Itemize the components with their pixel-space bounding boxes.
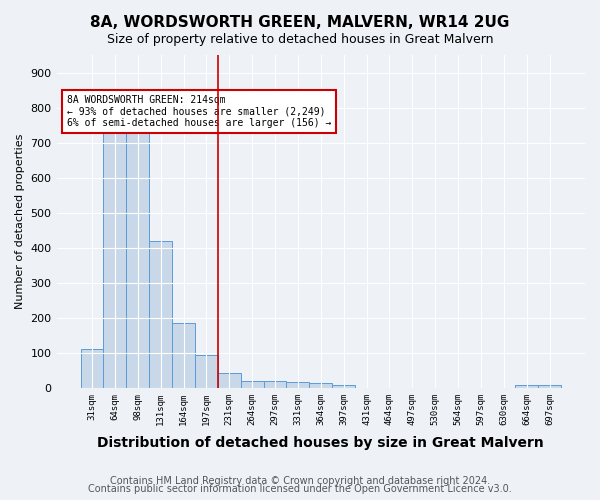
Bar bbox=[149, 240, 172, 388]
Bar bbox=[127, 127, 149, 388]
Bar bbox=[241, 381, 263, 388]
Bar bbox=[103, 128, 127, 388]
Bar bbox=[286, 382, 310, 388]
Bar bbox=[515, 385, 538, 388]
Text: Contains public sector information licensed under the Open Government Licence v3: Contains public sector information licen… bbox=[88, 484, 512, 494]
Bar bbox=[218, 373, 241, 388]
Text: Size of property relative to detached houses in Great Malvern: Size of property relative to detached ho… bbox=[107, 32, 493, 46]
Bar bbox=[80, 349, 103, 388]
Text: 8A, WORDSWORTH GREEN, MALVERN, WR14 2UG: 8A, WORDSWORTH GREEN, MALVERN, WR14 2UG bbox=[91, 15, 509, 30]
Bar bbox=[332, 385, 355, 388]
Bar bbox=[310, 382, 332, 388]
Text: 8A WORDSWORTH GREEN: 214sqm
← 93% of detached houses are smaller (2,249)
6% of s: 8A WORDSWORTH GREEN: 214sqm ← 93% of det… bbox=[67, 95, 331, 128]
Bar bbox=[195, 354, 218, 388]
Y-axis label: Number of detached properties: Number of detached properties bbox=[15, 134, 25, 309]
Bar bbox=[538, 385, 561, 388]
Bar bbox=[172, 323, 195, 388]
Bar bbox=[263, 381, 286, 388]
Text: Contains HM Land Registry data © Crown copyright and database right 2024.: Contains HM Land Registry data © Crown c… bbox=[110, 476, 490, 486]
X-axis label: Distribution of detached houses by size in Great Malvern: Distribution of detached houses by size … bbox=[97, 436, 544, 450]
